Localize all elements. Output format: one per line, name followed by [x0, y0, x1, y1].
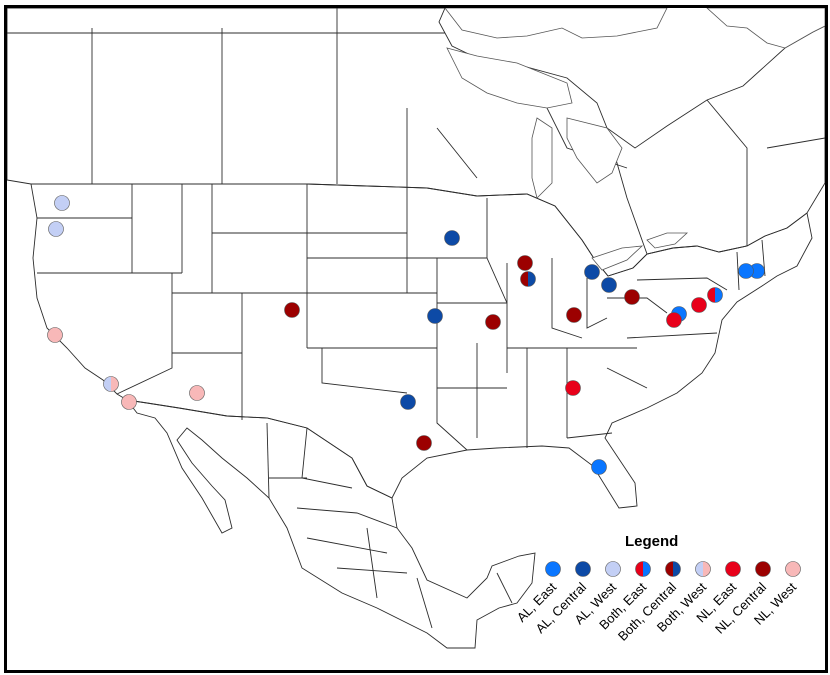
- team-marker: [427, 308, 443, 324]
- state-borders: [7, 8, 825, 451]
- legend-title: Legend: [625, 533, 678, 550]
- team-marker: [444, 230, 460, 246]
- team-marker: [624, 289, 640, 305]
- team-marker: [591, 459, 607, 475]
- mexico-region: [125, 399, 536, 649]
- team-marker: [121, 394, 137, 410]
- team-marker: [691, 297, 707, 313]
- hudson-bay: [444, 8, 668, 39]
- team-marker: [485, 314, 501, 330]
- team-marker: [400, 394, 416, 410]
- team-marker: [416, 435, 432, 451]
- team-marker: [48, 221, 64, 237]
- team-marker: [47, 327, 63, 343]
- team-marker: [189, 385, 205, 401]
- team-marker: [566, 307, 582, 323]
- legend-marker: [545, 561, 561, 577]
- team-marker: [738, 263, 754, 279]
- map-frame: Legend AL, East AL, Central AL, West Both, …: [4, 5, 828, 673]
- hudson-bay-east: [706, 8, 825, 49]
- team-marker: [284, 302, 300, 318]
- great-lakes: [446, 47, 689, 271]
- legend-marker: [695, 561, 711, 577]
- team-marker: [103, 376, 119, 392]
- team-marker: [601, 277, 617, 293]
- team-marker: [666, 312, 682, 328]
- team-marker: [517, 255, 533, 271]
- team-markers: [47, 195, 765, 475]
- mexico-state-borders: [266, 422, 513, 629]
- legend-marker: [575, 561, 591, 577]
- team-marker: [520, 271, 536, 287]
- team-marker: [584, 264, 600, 280]
- team-marker: [565, 380, 581, 396]
- water-background: [7, 8, 825, 670]
- legend-marker: [785, 561, 801, 577]
- legend-marker: [605, 561, 621, 577]
- legend-marker: [665, 561, 681, 577]
- legend-marker: [635, 561, 651, 577]
- team-marker: [707, 287, 723, 303]
- team-marker: [54, 195, 70, 211]
- legend-marker: [725, 561, 741, 577]
- legend-marker: [755, 561, 771, 577]
